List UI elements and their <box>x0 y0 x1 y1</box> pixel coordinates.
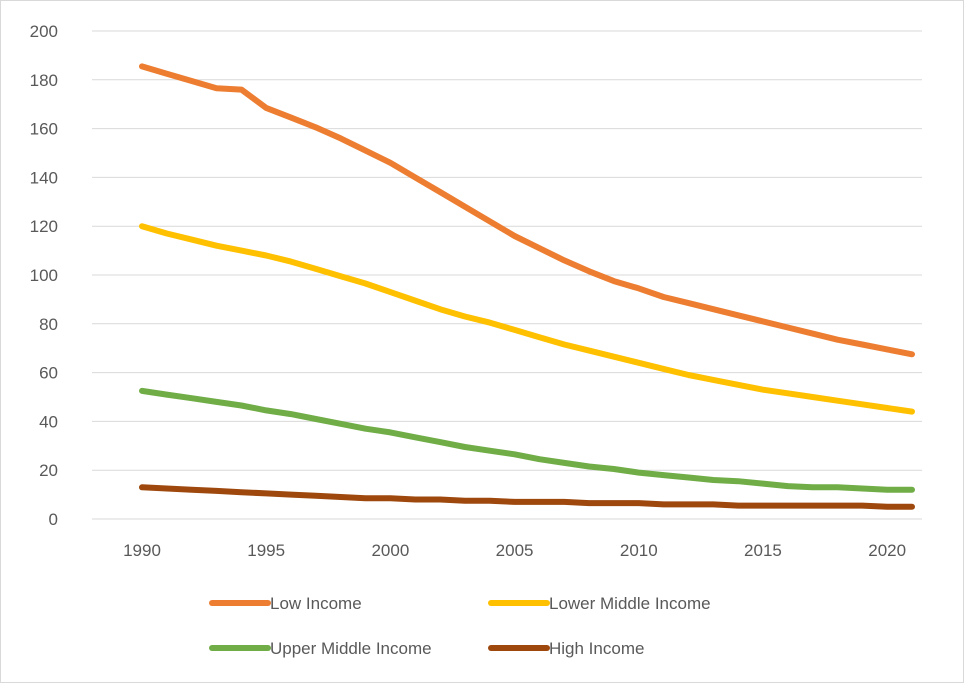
x-tick-label: 2000 <box>371 541 409 560</box>
series-line-1 <box>139 223 915 415</box>
legend-label: Upper Middle Income <box>270 639 432 658</box>
y-tick-label: 200 <box>30 22 58 41</box>
y-tick-label: 120 <box>30 217 58 236</box>
y-tick-label: 40 <box>39 412 58 431</box>
x-tick-label: 2010 <box>620 541 658 560</box>
y-axis-ticks: 0 20 40 60 80 100 120 140 160 180 200 <box>30 22 58 529</box>
y-tick-label: 160 <box>30 120 58 139</box>
legend-label: Lower Middle Income <box>549 594 711 613</box>
series-line-2 <box>139 387 915 493</box>
x-axis-ticks: 1990 1995 2000 2005 2010 2015 2020 <box>123 541 906 560</box>
legend: Low Income Lower Middle Income Upper Middl… <box>209 594 711 658</box>
series-line-0 <box>139 63 915 358</box>
x-tick-label: 2005 <box>496 541 534 560</box>
legend-label: Low Income <box>270 594 362 613</box>
y-tick-label: 20 <box>39 461 58 480</box>
y-tick-label: 80 <box>39 315 58 334</box>
y-tick-label: 100 <box>30 266 58 285</box>
y-tick-label: 180 <box>30 71 58 90</box>
x-tick-label: 2015 <box>744 541 782 560</box>
x-tick-label: 1990 <box>123 541 161 560</box>
y-tick-label: 0 <box>49 510 58 529</box>
x-tick-label: 1995 <box>247 541 285 560</box>
legend-label: High Income <box>549 639 644 658</box>
gridlines <box>92 30 922 520</box>
series-line-3 <box>139 484 915 510</box>
y-tick-label: 140 <box>30 168 58 187</box>
series-lines <box>139 63 915 510</box>
y-tick-label: 60 <box>39 364 58 383</box>
x-tick-label: 2020 <box>868 541 906 560</box>
